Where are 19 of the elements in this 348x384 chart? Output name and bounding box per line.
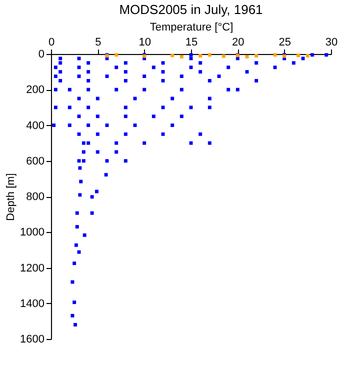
y-axis-title: Depth [m] [5, 173, 18, 221]
y-tick-label: 1400 [20, 298, 44, 310]
y-tick-label: 0 [38, 48, 44, 60]
x-tick-label: 0 [48, 36, 55, 48]
x-tick-label: 10 [138, 36, 151, 48]
x-tick-label: 25 [278, 36, 291, 48]
x-axis-title: Temperature [°C] [150, 22, 234, 34]
x-tick-label: 5 [95, 36, 102, 48]
y-tick-label: 1200 [20, 262, 44, 274]
y-tick-label: 1600 [20, 334, 44, 346]
x-tick-label: 15 [185, 36, 198, 48]
y-tick-label: 200 [26, 84, 44, 96]
y-tick-label: 600 [26, 155, 44, 168]
x-tick-label: 30 [325, 36, 338, 48]
y-tick-label: 1000 [20, 226, 44, 239]
x-tick-label: 20 [232, 36, 244, 48]
y-tick-label: 800 [26, 191, 44, 203]
y-tick-label: 400 [26, 120, 44, 132]
chart-title: MODS2005 in July, 1961 [119, 2, 263, 17]
